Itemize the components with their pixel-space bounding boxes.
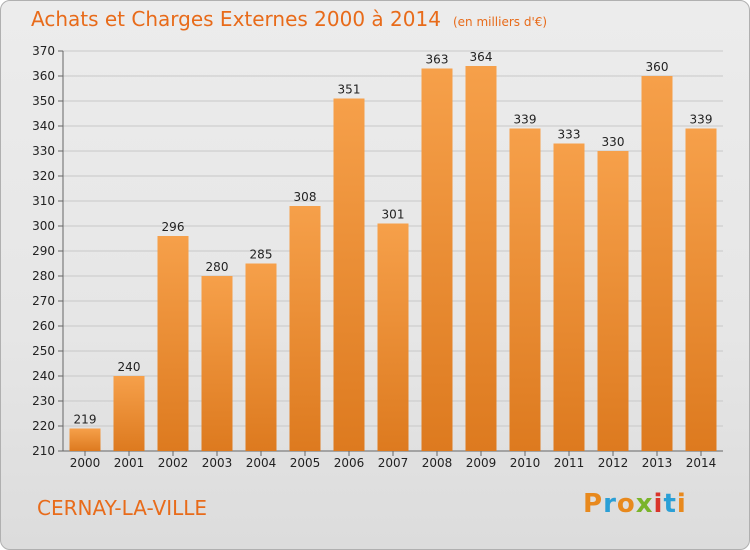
- data-label: 280: [206, 260, 229, 274]
- data-label: 339: [514, 113, 537, 127]
- bar-2006: [333, 98, 365, 451]
- x-tick-label: 2013: [642, 456, 673, 470]
- y-tick-label: 240: [32, 369, 55, 383]
- x-tick-label: 2001: [114, 456, 145, 470]
- x-tick-label: 2014: [686, 456, 717, 470]
- bar-2010: [509, 128, 541, 451]
- chart-unit: (en milliers d'€): [452, 15, 548, 29]
- data-label: 285: [250, 248, 273, 262]
- chart-title: Achats et Charges Externes 2000 à 2014 (e…: [31, 7, 547, 31]
- proxiti-logo[interactable]: Proxiti: [583, 489, 687, 519]
- logo-letter: i: [676, 489, 687, 519]
- x-tick-label: 2010: [510, 456, 541, 470]
- x-tick-label: 2000: [70, 456, 101, 470]
- bar-2009: [465, 66, 497, 451]
- x-tick-label: 2007: [378, 456, 409, 470]
- bars: [69, 66, 717, 451]
- logo-letter: x: [635, 489, 654, 519]
- data-label: 301: [382, 208, 405, 222]
- y-tick-label: 230: [32, 394, 55, 408]
- x-tick-label: 2004: [246, 456, 277, 470]
- bar-2001: [113, 376, 145, 451]
- x-tick-label: 2002: [158, 456, 189, 470]
- y-tick-label: 270: [32, 294, 55, 308]
- bar-2008: [421, 68, 453, 451]
- x-tick-label: 2003: [202, 456, 233, 470]
- labels: 219 240 296 280 285 308 351 301 363 364 339 333 330 3…: [74, 50, 713, 427]
- y-tick-label: 290: [32, 244, 55, 258]
- x-tick-label: 2008: [422, 456, 453, 470]
- logo-letter: i: [653, 489, 664, 519]
- y-tick-label: 330: [32, 144, 55, 158]
- data-label: 333: [558, 128, 581, 142]
- y-tick-label: 340: [32, 119, 55, 133]
- bar-2003: [201, 276, 233, 451]
- bar-2014: [685, 128, 717, 451]
- data-label: 360: [646, 60, 669, 74]
- logo-letter: r: [603, 489, 617, 519]
- data-label: 364: [470, 50, 493, 64]
- x-tick-label: 2009: [466, 456, 497, 470]
- data-label: 339: [690, 113, 713, 127]
- data-label: 219: [74, 413, 97, 427]
- y-tick-label: 250: [32, 344, 55, 358]
- data-label: 330: [602, 135, 625, 149]
- commune-name: CERNAY-LA-VILLE: [37, 496, 208, 520]
- y-tick-label: 220: [32, 419, 55, 433]
- y-tick-label: 320: [32, 169, 55, 183]
- chart-title-text: Achats et Charges Externes 2000 à 2014: [31, 7, 441, 31]
- y-tick-label: 350: [32, 94, 55, 108]
- x-tick-label: 2006: [334, 456, 365, 470]
- data-label: 240: [118, 360, 141, 374]
- bar-2012: [597, 151, 629, 451]
- bar-2011: [553, 143, 585, 451]
- data-label: 296: [162, 220, 185, 234]
- x-tick-label: 2012: [598, 456, 629, 470]
- y-tick-label: 300: [32, 219, 55, 233]
- y-tick-label: 210: [32, 444, 55, 458]
- bar-2004: [245, 263, 277, 451]
- data-label: 363: [426, 53, 449, 67]
- y-tick-label: 280: [32, 269, 55, 283]
- logo-letter: t: [663, 489, 677, 519]
- bar-2002: [157, 236, 189, 451]
- bar-2013: [641, 76, 673, 451]
- data-label: 351: [338, 83, 361, 97]
- logo-letter: o: [616, 489, 636, 519]
- x-tick-label: 2005: [290, 456, 321, 470]
- data-label: 308: [294, 190, 317, 204]
- bar-2005: [289, 206, 321, 451]
- y-tick-label: 310: [32, 194, 55, 208]
- y-tick-label: 260: [32, 319, 55, 333]
- logo-letter: P: [583, 489, 604, 519]
- bar-2007: [377, 223, 409, 451]
- y-tick-label: 360: [32, 69, 55, 83]
- bar-2000: [69, 428, 101, 451]
- x-tick-label: 2011: [554, 456, 585, 470]
- y-tick-label: 370: [32, 44, 55, 58]
